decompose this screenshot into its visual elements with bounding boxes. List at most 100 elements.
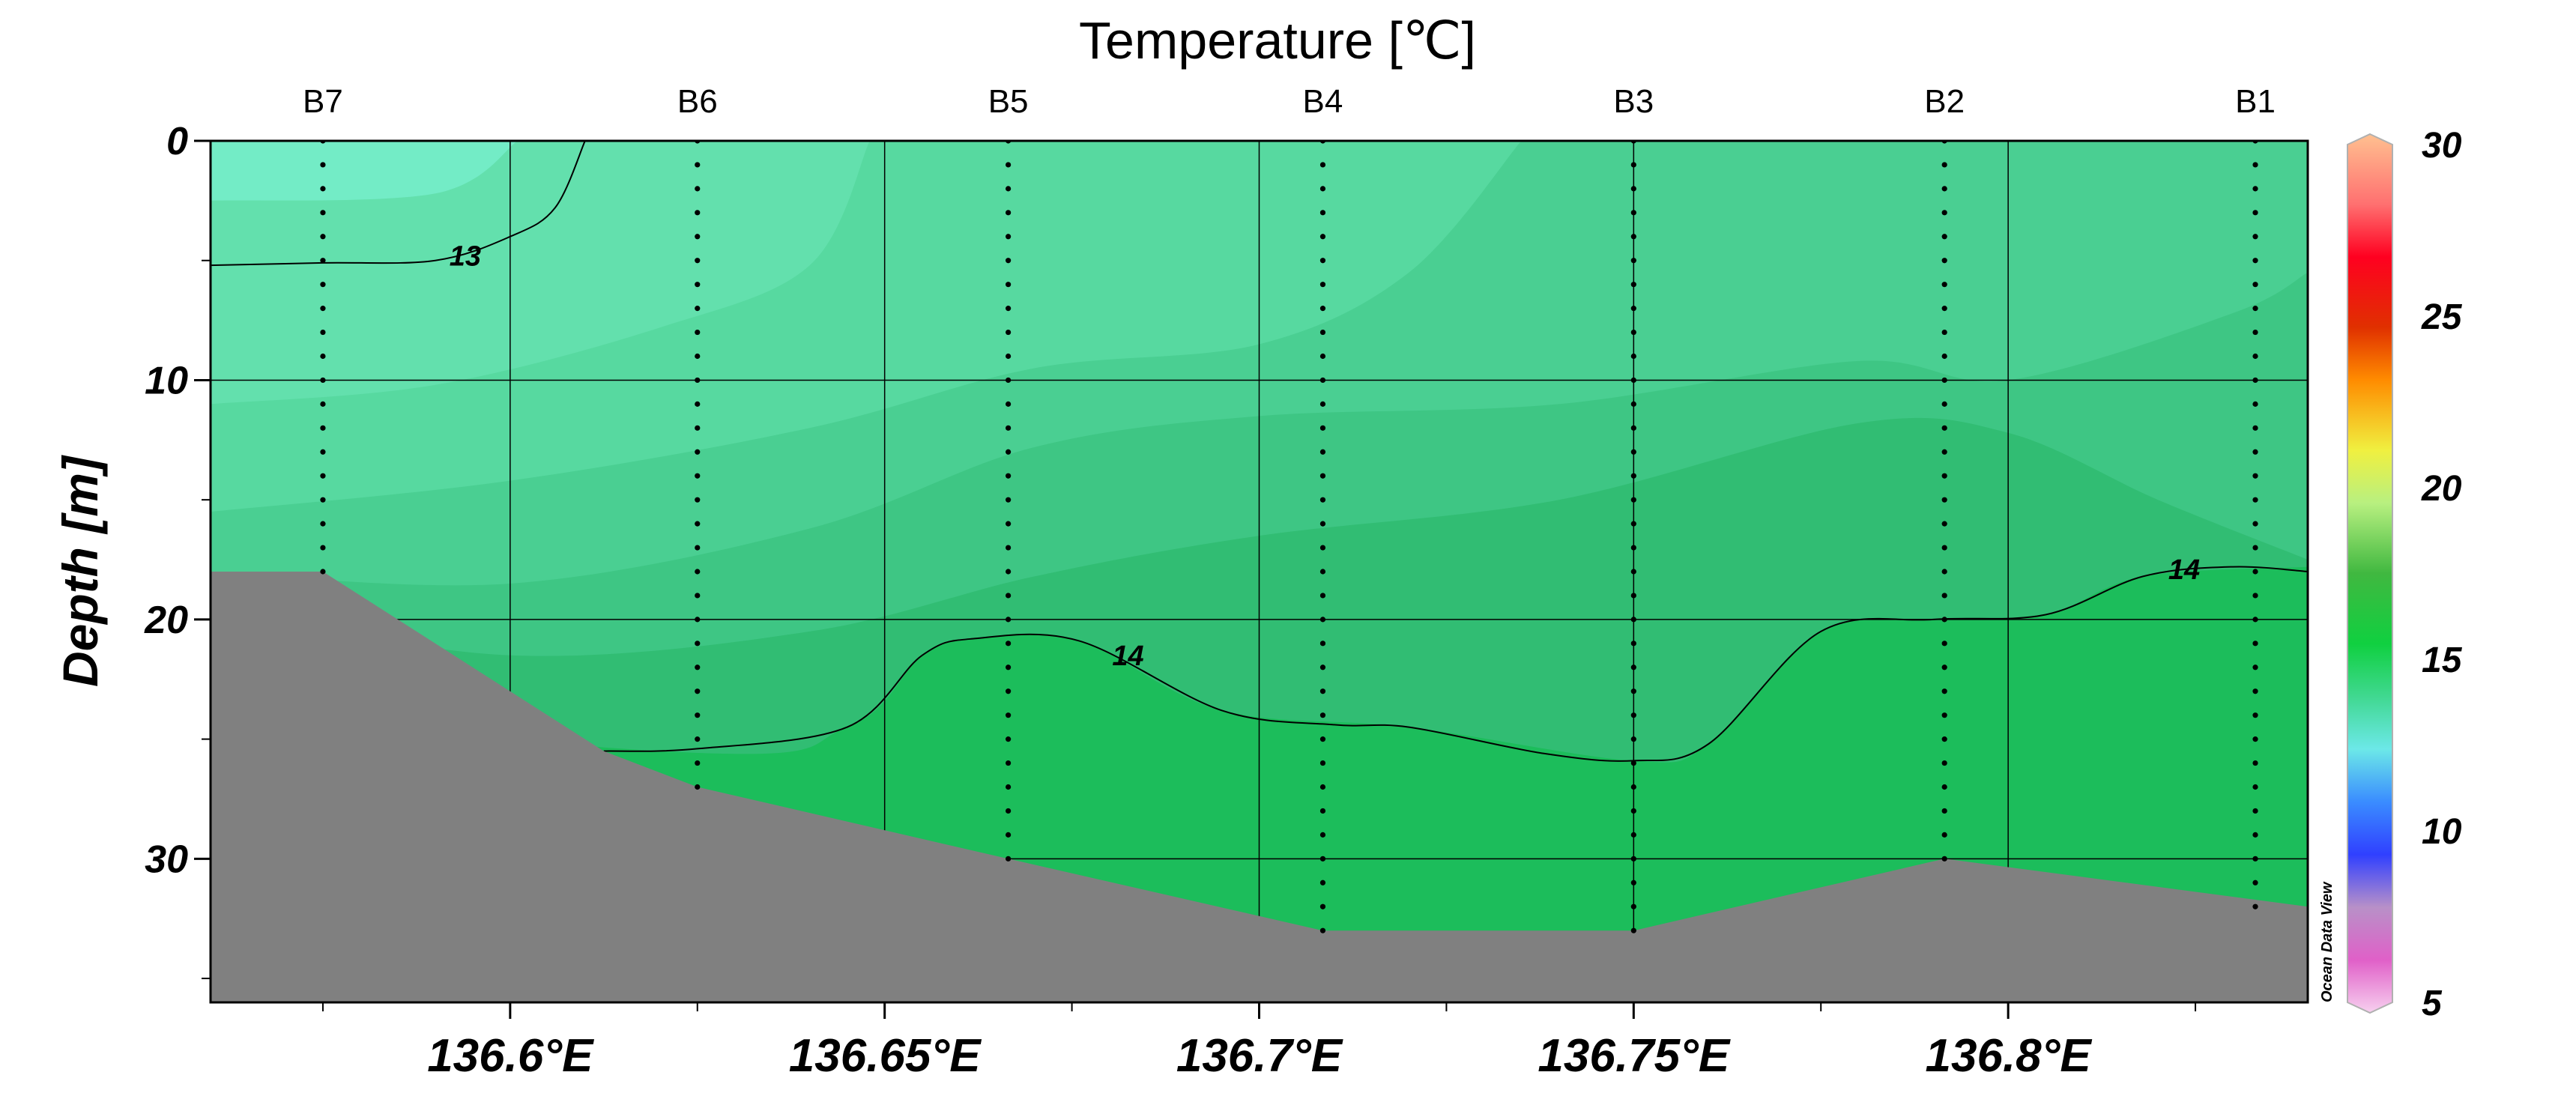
sample-point (2252, 306, 2258, 312)
sample-point (1630, 521, 1636, 527)
sample-point (1941, 736, 1947, 742)
contour-line-14 (603, 566, 2308, 762)
colorbar: 5 10 15 20 25 30 (2347, 126, 2463, 1023)
sample-point (695, 353, 701, 360)
x-tick-label: 136.75°E (1538, 1030, 1730, 1082)
sample-point (1630, 306, 1636, 312)
sample-point (1319, 641, 1326, 647)
colorbar-tick-label: 20 (2421, 469, 2462, 509)
sample-point (1941, 688, 1947, 694)
sample-point (695, 688, 701, 694)
sample-point (695, 329, 701, 336)
sample-point (320, 473, 326, 479)
sample-point (1630, 784, 1636, 790)
sample-point (1630, 258, 1636, 264)
colorbar-tick-label: 15 (2422, 641, 2463, 680)
colorbar-ticks: 5 10 15 20 25 30 (2421, 126, 2463, 1023)
contour-label-14: 14 (1112, 641, 1143, 672)
sample-point (1319, 617, 1326, 623)
sample-point (1319, 593, 1326, 599)
sample-point (1630, 760, 1636, 766)
sample-point (1630, 210, 1636, 216)
sample-point (695, 186, 701, 192)
sample-point (1319, 258, 1326, 264)
sample-point (695, 258, 701, 264)
sample-point (2252, 665, 2258, 670)
sample-point (1006, 832, 1012, 838)
sample-point (1006, 593, 1012, 599)
sample-point (1941, 449, 1947, 455)
station-label-b2: B2 (1924, 83, 1965, 120)
sample-point (2252, 712, 2258, 718)
sample-point (1006, 688, 1012, 694)
sample-point (1006, 425, 1012, 431)
sample-point (2252, 545, 2258, 551)
sample-point (1630, 665, 1636, 670)
sample-point (1630, 282, 1636, 288)
station-label-b6: B6 (677, 83, 718, 120)
sample-point (695, 234, 701, 240)
sample-point (695, 545, 701, 551)
sample-point (1941, 665, 1947, 670)
station-labels: B7 B6 B5 B4 B3 B2 B1 (303, 83, 2276, 120)
sample-point (1941, 808, 1947, 814)
station-b2-samples (1941, 141, 1947, 862)
sample-point (1630, 712, 1636, 718)
sample-point (1630, 329, 1636, 336)
sample-point (1630, 449, 1636, 455)
sample-point (320, 162, 326, 168)
sample-point (1006, 282, 1012, 288)
sample-point (320, 545, 326, 551)
sample-point (1630, 377, 1636, 384)
sample-point (2252, 903, 2258, 909)
sample-point (1941, 329, 1947, 336)
sample-point (1006, 449, 1012, 455)
sample-point (1941, 545, 1947, 551)
sample-point (1941, 234, 1947, 240)
sample-point (1319, 712, 1326, 718)
sample-point (2252, 401, 2258, 407)
sample-point (1630, 593, 1636, 599)
y-tick-label: 20 (144, 599, 188, 642)
sample-point (1941, 832, 1947, 838)
sample-point (1941, 282, 1947, 288)
sample-point (695, 425, 701, 431)
y-axis-label: Depth [m] (52, 455, 108, 687)
sample-point (1941, 641, 1947, 647)
sample-point (1319, 856, 1326, 862)
sample-point (2252, 641, 2258, 647)
x-tick-label: 136.8°E (1925, 1030, 2092, 1082)
sample-point (1006, 234, 1012, 240)
sample-point (2252, 808, 2258, 814)
sample-point (1319, 832, 1326, 838)
sample-point (2252, 353, 2258, 360)
sample-point (1941, 401, 1947, 407)
sample-point (1319, 784, 1326, 790)
sample-point (1006, 736, 1012, 742)
sample-point (1941, 784, 1947, 790)
sample-point (1630, 186, 1636, 192)
sample-point (1941, 425, 1947, 431)
sample-point (1319, 449, 1326, 455)
sample-point (320, 234, 326, 240)
sample-point (1630, 688, 1636, 694)
sample-point (1006, 186, 1012, 192)
sample-point (695, 306, 701, 312)
y-tick-label: 0 (166, 120, 188, 163)
sample-point (1941, 521, 1947, 527)
temperature-band-13 (211, 141, 870, 405)
sample-point (1319, 234, 1326, 240)
sample-point (1319, 760, 1326, 766)
sample-point (1941, 377, 1947, 384)
sample-point (2252, 856, 2258, 862)
sample-point (1006, 545, 1012, 551)
sample-point (1630, 353, 1636, 360)
sample-point (1319, 401, 1326, 407)
sample-point (1630, 497, 1636, 503)
station-label-b7: B7 (303, 83, 343, 120)
sample-point (695, 712, 701, 718)
sample-point (1319, 329, 1326, 336)
sample-point (695, 665, 701, 670)
sample-point (1319, 688, 1326, 694)
sample-point (1941, 210, 1947, 216)
